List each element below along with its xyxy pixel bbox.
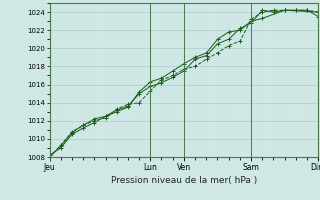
X-axis label: Pression niveau de la mer( hPa ): Pression niveau de la mer( hPa ) — [111, 176, 257, 185]
